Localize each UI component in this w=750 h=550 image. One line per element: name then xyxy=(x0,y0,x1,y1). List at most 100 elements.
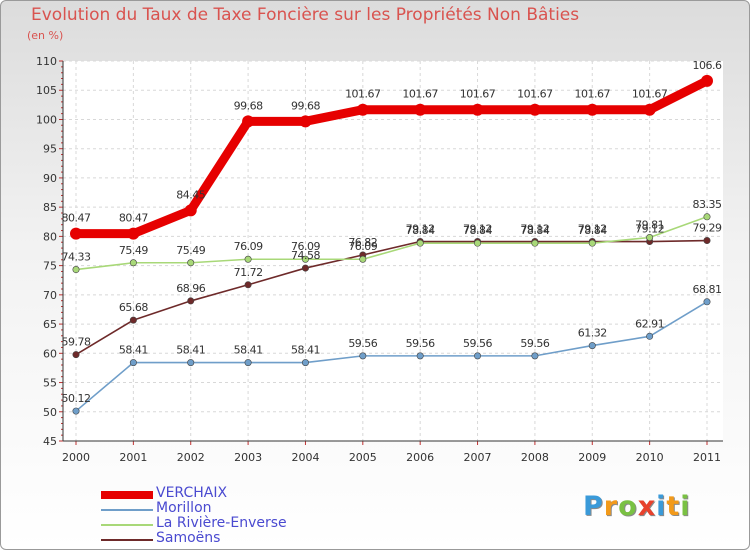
y-tick-label: 50 xyxy=(43,406,57,419)
data-label-la-riviere-enverse: 75.49 xyxy=(176,244,205,257)
data-point-samoens xyxy=(72,351,80,359)
y-tick-label: 90 xyxy=(43,172,57,185)
data-label-morillon: 68.81 xyxy=(693,283,722,296)
data-label-samoens: 79.12 xyxy=(578,223,607,236)
legend-item-la-riviere-enverse: La Rivière-Enverse xyxy=(101,515,361,532)
data-label-samoens: 79.29 xyxy=(693,222,722,235)
data-point-morillon xyxy=(244,359,252,367)
data-label-verchaix: 99.68 xyxy=(234,99,263,112)
y-tick-label: 85 xyxy=(43,201,57,214)
logo-letter: x xyxy=(637,491,657,522)
data-point-verchaix xyxy=(586,103,599,116)
x-tick-label: 2006 xyxy=(406,451,434,464)
data-point-verchaix xyxy=(701,74,713,87)
legend-label-morillon: Morillon xyxy=(156,500,212,516)
data-label-la-riviere-enverse: 74.33 xyxy=(62,251,91,264)
data-label-samoens: 74.58 xyxy=(291,249,320,262)
data-label-verchaix: 101.67 xyxy=(632,88,668,101)
data-label-samoens: 79.12 xyxy=(520,223,549,236)
data-point-samoens xyxy=(129,316,137,324)
data-label-verchaix: 101.67 xyxy=(575,88,611,101)
data-label-la-riviere-enverse: 78.84 xyxy=(463,224,492,237)
data-label-verchaix: 80.47 xyxy=(119,212,148,225)
data-point-verchaix xyxy=(643,103,656,116)
data-label-la-riviere-enverse: 76.09 xyxy=(234,240,263,253)
legend-swatch-la-riviere-enverse xyxy=(101,524,153,526)
legend-swatch-samoens xyxy=(101,539,153,541)
data-label-verchaix: 84.45 xyxy=(176,188,205,201)
data-label-morillon: 50.12 xyxy=(62,392,91,405)
x-tick-label: 2001 xyxy=(119,451,147,464)
data-point-la-riviere-enverse xyxy=(72,266,80,274)
data-label-la-riviere-enverse: 78.84 xyxy=(578,224,607,237)
data-point-morillon xyxy=(646,332,654,340)
proxiti-logo: Proxiti xyxy=(583,491,691,522)
x-tick-label: 2000 xyxy=(62,451,90,464)
x-tick-label: 2010 xyxy=(636,451,664,464)
data-label-verchaix: 106.6 xyxy=(693,59,722,72)
data-label-morillon: 58.41 xyxy=(291,344,320,357)
x-tick-label: 2011 xyxy=(693,451,721,464)
x-tick-label: 2007 xyxy=(464,451,492,464)
y-tick-label: 95 xyxy=(43,143,57,156)
y-tick-label: 55 xyxy=(43,377,57,390)
y-tick-label: 60 xyxy=(43,347,57,360)
data-label-verchaix: 101.67 xyxy=(402,88,438,101)
series-line-morillon xyxy=(75,301,708,412)
series-line-verchaix xyxy=(71,76,712,239)
y-tick-label: 80 xyxy=(43,230,57,243)
data-point-la-riviere-enverse xyxy=(531,239,539,247)
data-point-morillon xyxy=(474,352,482,360)
data-label-morillon: 58.41 xyxy=(119,344,148,357)
data-label-samoens: 79.12 xyxy=(406,223,435,236)
data-label-verchaix: 101.67 xyxy=(345,88,381,101)
data-label-samoens: 79.12 xyxy=(635,223,664,236)
data-label-morillon: 58.41 xyxy=(234,344,263,357)
logo-letter: r xyxy=(603,491,619,522)
data-label-morillon: 59.56 xyxy=(463,337,492,350)
x-tick-label: 2003 xyxy=(234,451,262,464)
data-label-morillon: 59.56 xyxy=(406,337,435,350)
data-point-morillon xyxy=(129,359,137,367)
x-tick-label: 2008 xyxy=(521,451,549,464)
data-point-verchaix xyxy=(70,227,82,240)
data-label-verchaix: 99.68 xyxy=(291,99,320,112)
data-point-samoens xyxy=(703,237,711,245)
y-tick-label: 65 xyxy=(43,318,57,331)
legend-swatch-verchaix xyxy=(101,491,153,499)
data-point-verchaix xyxy=(299,115,312,128)
data-point-la-riviere-enverse xyxy=(244,255,252,263)
data-label-la-riviere-enverse: 75.49 xyxy=(119,244,148,257)
data-point-la-riviere-enverse xyxy=(646,233,654,241)
data-point-verchaix xyxy=(242,115,255,128)
data-point-morillon xyxy=(703,298,711,306)
y-axis-unit-label: (en %) xyxy=(27,29,64,42)
data-label-samoens: 76.82 xyxy=(348,236,377,249)
data-point-la-riviere-enverse xyxy=(187,259,195,267)
chart-title: Evolution du Taux de Taxe Foncière sur l… xyxy=(31,5,580,25)
data-point-verchaix xyxy=(414,103,427,116)
data-point-la-riviere-enverse xyxy=(416,239,424,247)
data-point-morillon xyxy=(72,407,80,415)
data-label-samoens: 79.12 xyxy=(463,223,492,236)
data-label-samoens: 59.78 xyxy=(62,336,91,349)
y-tick-label: 75 xyxy=(43,260,57,273)
series-line-la-riviere-enverse xyxy=(75,216,708,271)
legend-label-verchaix: VERCHAIX xyxy=(156,485,228,501)
logo-letter: i xyxy=(656,491,667,522)
x-tick-label: 2004 xyxy=(291,451,319,464)
data-point-la-riviere-enverse xyxy=(301,255,309,263)
data-label-la-riviere-enverse: 79.81 xyxy=(635,218,664,231)
data-point-morillon xyxy=(531,352,539,360)
logo-letter: i xyxy=(680,491,691,522)
data-point-verchaix xyxy=(184,204,197,217)
data-point-samoens xyxy=(187,297,195,305)
data-point-la-riviere-enverse xyxy=(703,213,711,221)
data-label-morillon: 59.56 xyxy=(520,337,549,350)
data-point-verchaix xyxy=(127,227,140,240)
data-label-morillon: 61.32 xyxy=(578,327,607,340)
data-point-verchaix xyxy=(471,103,484,116)
data-point-morillon xyxy=(359,352,367,360)
